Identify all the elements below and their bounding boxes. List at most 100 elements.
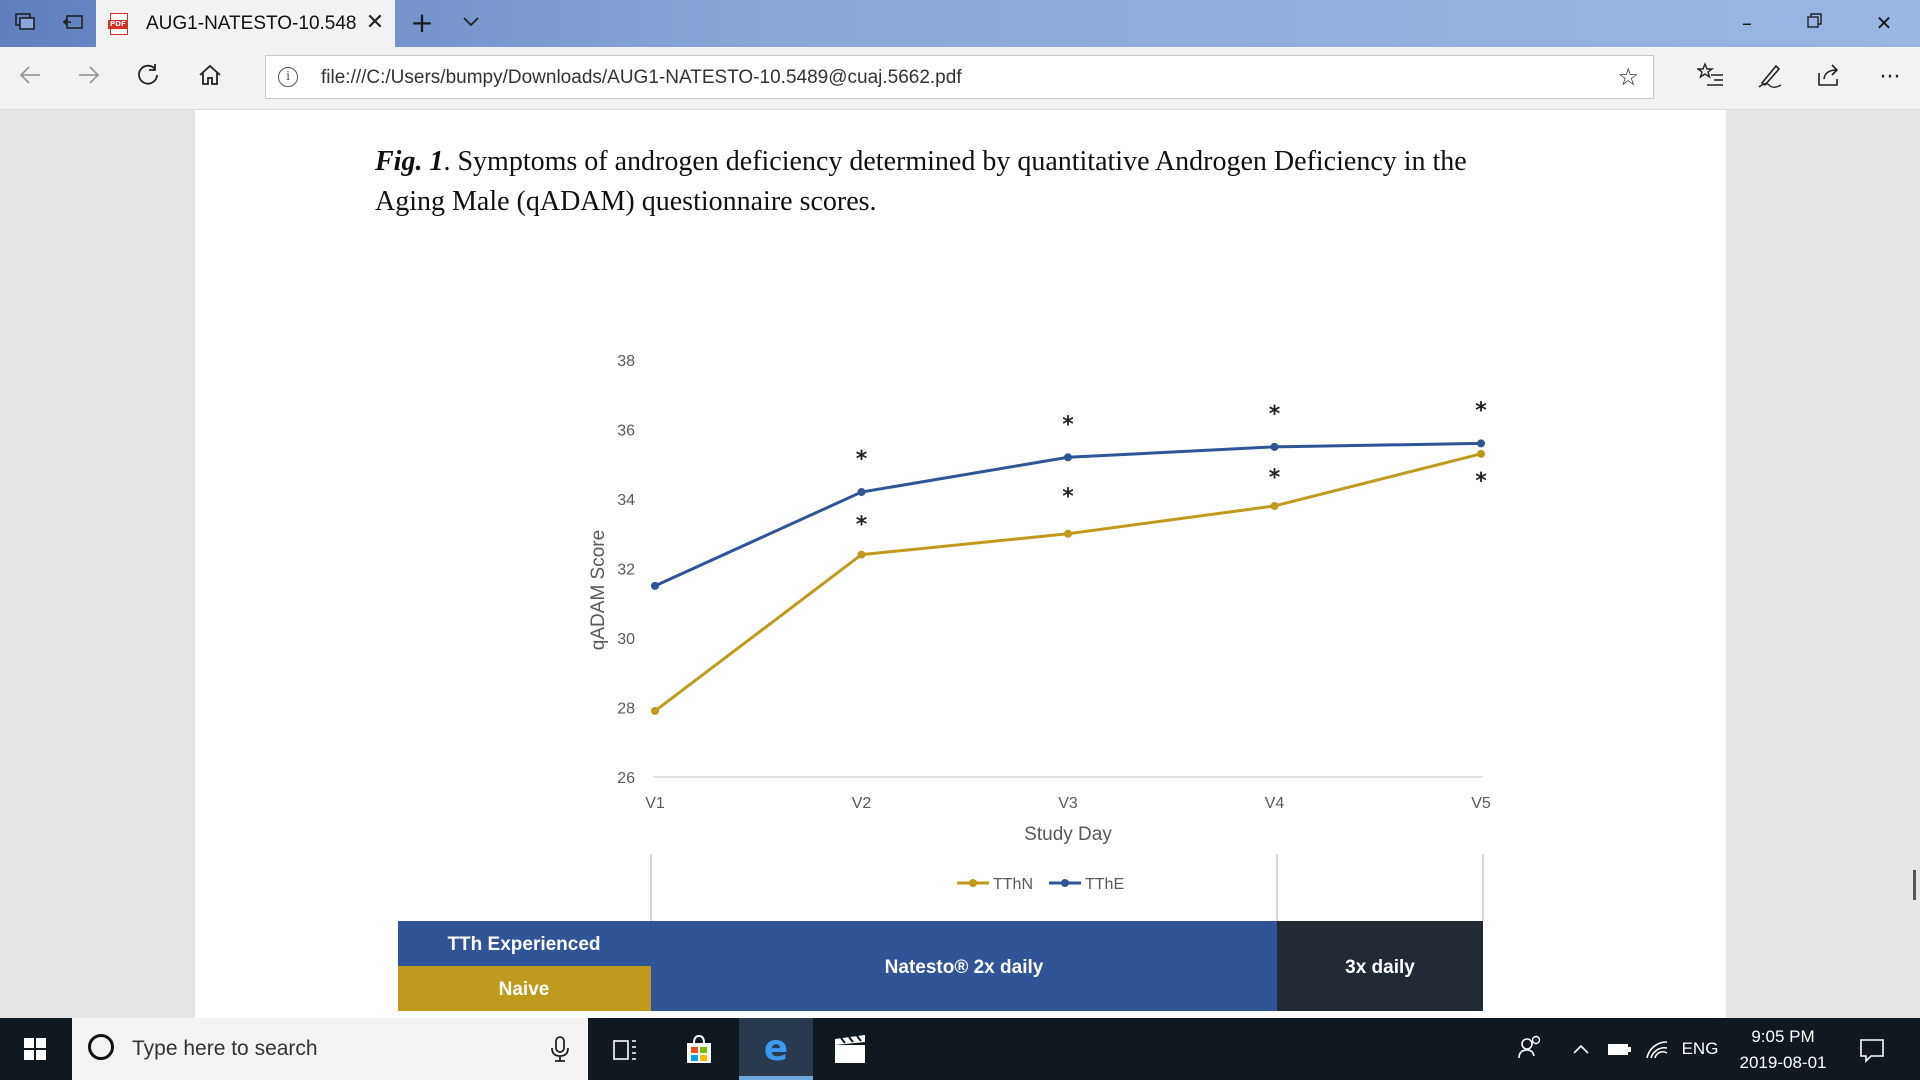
x-axis-title: Study Day <box>1024 824 1112 845</box>
data-point-tthe <box>1064 453 1072 462</box>
significance-asterisk-tthe: * <box>1475 398 1487 423</box>
browser-title-bar: PDF AUG1-NATESTO-10.548 ✕ + – ✕ <box>0 0 1920 47</box>
x-tick-label: V1 <box>645 795 665 812</box>
y-tick-label: 30 <box>617 631 635 648</box>
show-hidden-icons-chevron-icon[interactable] <box>1568 1018 1594 1080</box>
y-tick-label: 38 <box>617 353 635 370</box>
windows-logo-icon <box>24 1038 46 1060</box>
chart-legend: TThN TThE <box>957 876 1124 893</box>
y-axis-title: qADAM Score <box>588 530 609 650</box>
taskbar-search-box[interactable]: Type here to search <box>72 1018 588 1080</box>
twice-daily-block <box>651 921 1277 1011</box>
tab-list-chevron-icon[interactable] <box>458 10 484 36</box>
people-icon[interactable] <box>1510 1018 1550 1080</box>
share-icon[interactable] <box>1812 61 1846 95</box>
web-note-pen-icon[interactable] <box>1753 61 1787 95</box>
data-point-tthn <box>1064 529 1072 538</box>
qadam-line-chart: 26 28 30 32 34 36 38 V1 V2 V3 V4 V5 qADAM Score St… <box>398 353 1491 1011</box>
tab-title: AUG1-NATESTO-10.548 <box>146 13 357 34</box>
wifi-icon[interactable] <box>1642 1018 1672 1080</box>
cortana-icon <box>88 1034 114 1060</box>
figure-caption-text: . Symptoms of androgen deficiency determ… <box>375 146 1467 217</box>
battery-icon[interactable] <box>1604 1018 1634 1080</box>
search-placeholder: Type here to search <box>132 1037 318 1060</box>
x-tick-label: V3 <box>1058 795 1078 812</box>
y-tick-label: 36 <box>617 423 635 440</box>
language-indicator[interactable]: ENG <box>1681 1039 1719 1058</box>
close-window-icon[interactable]: ✕ <box>1875 11 1893 35</box>
clock-time: 9:05 PM <box>1751 1027 1815 1046</box>
experienced-label: TTh Experienced <box>447 934 600 955</box>
home-icon[interactable] <box>193 61 227 95</box>
tab-close-icon[interactable]: ✕ <box>365 10 385 35</box>
forward-icon[interactable] <box>72 61 106 95</box>
legend-marker-tthn <box>969 879 977 887</box>
navigation-bar: i file:///C:/Users/bumpy/Downloads/AUG1-… <box>0 47 1920 110</box>
data-point-tthn <box>1270 501 1279 510</box>
significance-markers: * * * * * * * * <box>856 398 1488 537</box>
significance-asterisk-tthn: * <box>1269 465 1281 490</box>
experienced-block <box>398 921 651 966</box>
naive-block <box>398 966 651 1011</box>
y-tick-label: 28 <box>617 701 635 718</box>
data-point-tthe <box>651 581 659 590</box>
restore-icon[interactable] <box>1792 8 1838 38</box>
back-icon[interactable] <box>13 61 47 95</box>
significance-asterisk-tthn: * <box>1475 469 1487 494</box>
scrollbar-thumb[interactable] <box>1913 870 1916 900</box>
favorites-list-icon[interactable] <box>1694 61 1728 95</box>
action-center-icon[interactable] <box>1852 1018 1892 1080</box>
movies-app-icon[interactable] <box>813 1018 887 1080</box>
significance-asterisk-tthe: * <box>1062 412 1074 437</box>
windows-taskbar: Type here to search e ENG 9:05 PM 2019-0… <box>0 1018 1920 1080</box>
favorite-star-icon[interactable]: ☆ <box>1617 63 1639 91</box>
start-button[interactable] <box>0 1018 70 1080</box>
set-tabs-aside-icon[interactable] <box>12 10 38 36</box>
pdf-icon: PDF <box>108 13 128 35</box>
pdf-page: Fig. 1. Symptoms of androgen deficiency … <box>195 110 1726 1018</box>
figure-number: Fig. 1 <box>375 146 444 177</box>
clock[interactable]: 9:05 PM 2019-08-01 <box>1728 1018 1838 1080</box>
twice-daily-label: Natesto® 2x daily <box>885 957 1044 978</box>
significance-asterisk-tthe: * <box>1269 402 1281 427</box>
address-text: file:///C:/Users/bumpy/Downloads/AUG1-NA… <box>321 67 962 88</box>
legend-label-tthn: TThN <box>993 876 1033 893</box>
significance-asterisk-tthn: * <box>856 512 868 537</box>
thrice-daily-block <box>1277 921 1483 1011</box>
tab-active-pdf[interactable]: PDF AUG1-NATESTO-10.548 ✕ <box>96 0 395 47</box>
data-point-tthe <box>1270 442 1279 451</box>
legend-label-tthe: TThE <box>1085 876 1124 893</box>
data-point-tthe <box>1477 439 1485 448</box>
task-view-icon[interactable] <box>588 1018 662 1080</box>
pdf-viewport[interactable]: Fig. 1. Symptoms of androgen deficiency … <box>0 110 1920 1018</box>
microphone-icon[interactable] <box>548 1034 572 1064</box>
y-tick-label: 32 <box>617 562 635 579</box>
data-point-tthn <box>1477 449 1485 458</box>
y-tick-label: 34 <box>617 492 635 509</box>
refresh-icon[interactable] <box>132 61 166 95</box>
legend-marker-tthe <box>1061 879 1069 887</box>
data-point-tthn <box>651 706 659 715</box>
y-tick-label: 26 <box>617 770 635 787</box>
x-tick-label: V4 <box>1265 795 1285 812</box>
x-axis: V1 V2 V3 V4 V5 <box>645 795 1491 812</box>
minimize-icon[interactable]: – <box>1742 11 1752 35</box>
data-point-tthn <box>857 550 866 559</box>
edge-app-icon[interactable]: e <box>739 1018 813 1080</box>
data-point-tthe <box>857 488 866 497</box>
figure-caption: Fig. 1. Symptoms of androgen deficiency … <box>375 142 1535 222</box>
x-tick-label: V2 <box>852 795 872 812</box>
store-app-icon[interactable] <box>662 1018 736 1080</box>
more-menu-icon[interactable]: ··· <box>1879 65 1901 90</box>
significance-asterisk-tthe: * <box>856 447 868 472</box>
new-tab-icon[interactable]: + <box>410 6 434 39</box>
site-info-icon[interactable]: i <box>278 67 298 87</box>
tabs-aside-icon[interactable] <box>60 10 86 36</box>
address-bar[interactable]: i file:///C:/Users/bumpy/Downloads/AUG1-… <box>265 55 1654 99</box>
series-layer <box>651 439 1485 715</box>
naive-label: Naive <box>499 979 550 1000</box>
x-tick-label: V5 <box>1471 795 1491 812</box>
y-axis: 26 28 30 32 34 36 38 <box>617 353 635 787</box>
series-line-tthe <box>654 441 1482 588</box>
thrice-daily-label: 3x daily <box>1345 957 1415 978</box>
